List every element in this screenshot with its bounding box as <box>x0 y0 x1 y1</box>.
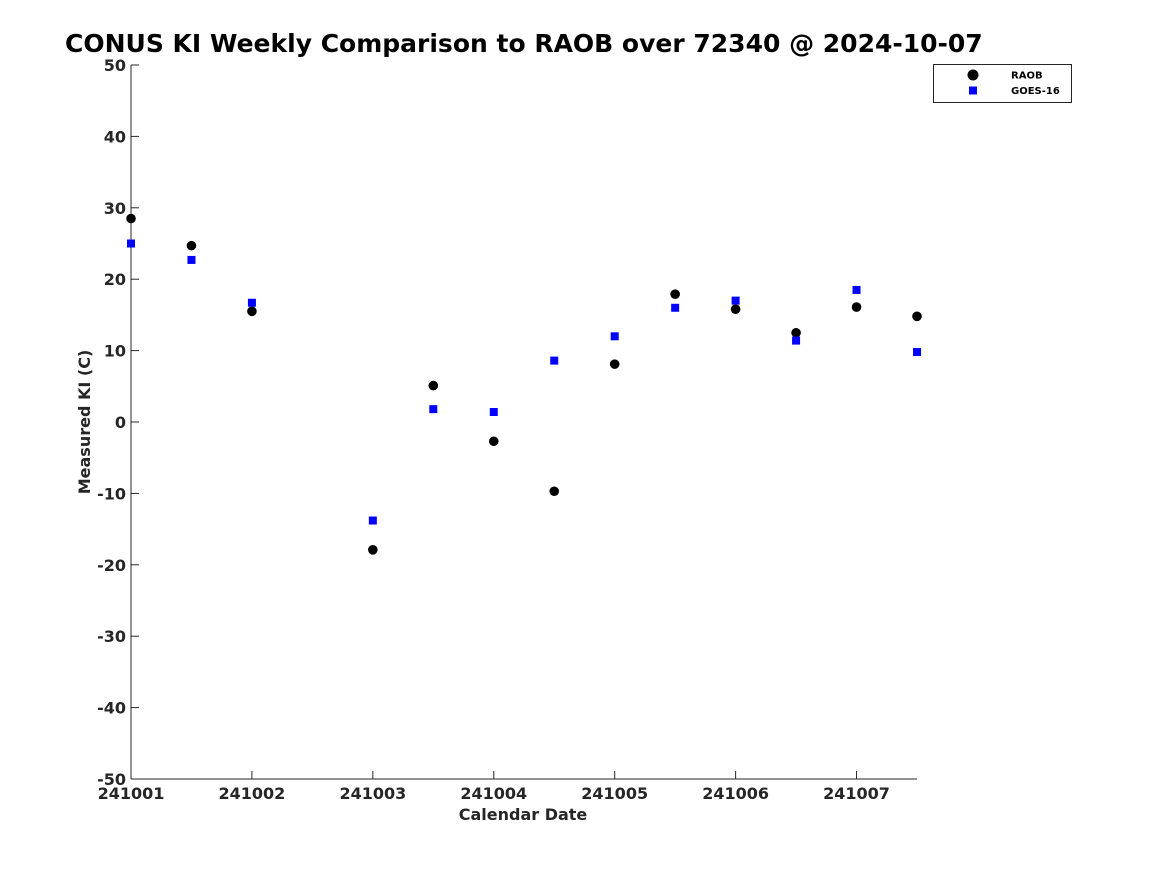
goes-16-point <box>852 285 861 294</box>
x-axis-ticks: 241001 241002 241003 241004 241005 241006 2410… <box>98 771 890 803</box>
x-tick-label: 241004 <box>460 784 527 803</box>
chart-title: CONUS KI Weekly Comparison to RAOB over … <box>65 29 983 58</box>
y-tick-label: 50 <box>104 56 126 75</box>
goes-16-point <box>671 303 680 312</box>
raob-point <box>428 380 439 391</box>
y-axis-ticks: 50 40 30 20 10 0 -10 -20 -30 -40 -50 <box>97 56 139 789</box>
legend-marker-raob <box>967 69 979 81</box>
goes-16-point <box>187 255 196 264</box>
raob-point <box>247 306 257 317</box>
goes-16-point <box>368 516 377 525</box>
goes-16-point <box>489 408 498 417</box>
y-tick-label: -30 <box>97 627 126 646</box>
y-tick-label: -40 <box>97 699 126 718</box>
goes-16-point <box>913 348 921 357</box>
x-tick-label: 241007 <box>823 784 890 803</box>
goes-16-point <box>247 298 256 307</box>
x-axis-label: Calendar Date <box>459 805 588 824</box>
raob-point <box>851 302 862 312</box>
x-tick-label: 241001 <box>98 784 165 803</box>
raob-point <box>126 213 136 224</box>
raob-point <box>670 289 680 299</box>
raob-point <box>488 436 499 447</box>
goes-16-point <box>610 332 619 341</box>
legend-box <box>933 64 1072 103</box>
legend: RAOB GOES-16 <box>933 64 1072 103</box>
legend-label-goes-16: GOES-16 <box>1011 86 1060 97</box>
y-tick-label: -50 <box>97 770 126 789</box>
x-tick-label: 241005 <box>581 784 648 803</box>
raob-point <box>549 486 560 497</box>
x-tick-label: 241002 <box>219 784 286 803</box>
y-tick-label: -20 <box>97 556 126 575</box>
raob-point <box>186 240 197 251</box>
y-tick-label: 20 <box>104 270 126 289</box>
goes-16-point <box>550 356 559 365</box>
raob-point <box>368 545 378 555</box>
x-tick-label: 241003 <box>339 784 406 803</box>
legend-label-raob: RAOB <box>1011 71 1043 82</box>
raob-point <box>609 359 620 369</box>
goes-16-point <box>731 296 740 305</box>
goes-16-point <box>792 336 801 345</box>
axes <box>130 65 917 780</box>
y-tick-label: -10 <box>97 484 126 503</box>
goes-16-point <box>429 405 438 414</box>
y-tick-label: 40 <box>104 127 126 146</box>
raob-point <box>912 311 922 322</box>
raob-point <box>791 327 801 338</box>
x-tick-label: 241006 <box>702 784 769 803</box>
raob-point <box>730 304 741 314</box>
goes-16-point <box>127 239 135 248</box>
y-axis-label: Measured KI (C) <box>75 350 94 495</box>
y-tick-label: 0 <box>115 413 126 432</box>
data-points <box>126 213 922 555</box>
y-tick-label: 30 <box>104 199 126 218</box>
legend-marker-goes-16 <box>969 86 977 95</box>
y-tick-label: 10 <box>104 342 126 361</box>
